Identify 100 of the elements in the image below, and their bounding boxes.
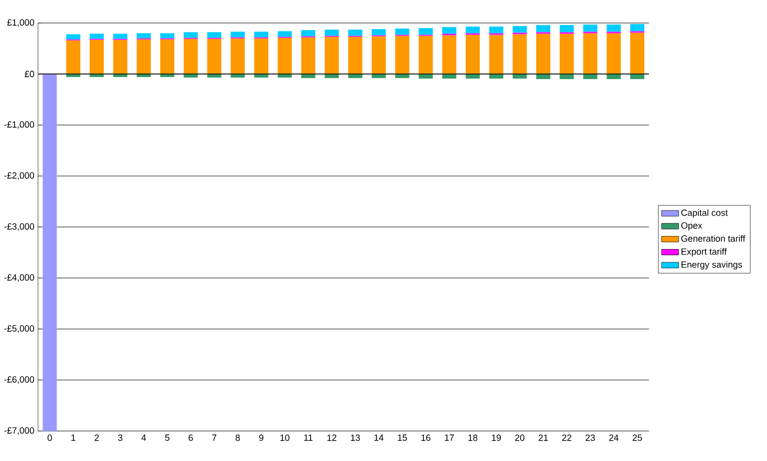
- bar: [536, 74, 550, 80]
- legend-label: Generation tariff: [681, 235, 746, 242]
- bar: [278, 31, 292, 37]
- bar: [442, 35, 456, 74]
- y-tick-label: £0: [24, 70, 34, 78]
- bar: [372, 29, 386, 36]
- x-tick-label: 20: [515, 434, 524, 441]
- x-tick-label: 14: [374, 434, 384, 441]
- bar: [512, 34, 527, 74]
- bar: [324, 36, 339, 74]
- y-tick-label: -£4,000: [4, 274, 34, 282]
- x-tick-label: 9: [259, 434, 264, 441]
- bar: [230, 38, 245, 74]
- bar: [583, 24, 598, 32]
- bar: [418, 28, 433, 35]
- bar: [560, 25, 574, 32]
- x-tick-label: 5: [165, 434, 170, 441]
- bar: [207, 38, 222, 74]
- bar: [230, 32, 245, 38]
- y-tick-label: £1,000: [7, 19, 34, 27]
- bar: [207, 32, 222, 38]
- x-tick-label: 16: [421, 434, 430, 441]
- bar: [560, 74, 574, 80]
- x-tick-label: 12: [327, 434, 336, 441]
- legend-label: Capital cost: [681, 209, 728, 218]
- bar: [630, 74, 644, 80]
- x-tick-label: 18: [468, 434, 478, 441]
- x-tick-label: 4: [141, 434, 146, 441]
- bar: [136, 39, 151, 74]
- bar: [536, 25, 550, 32]
- x-tick-label: 3: [118, 434, 122, 441]
- bar: [395, 28, 410, 35]
- x-tick-label: 17: [444, 434, 454, 441]
- bar: [301, 30, 316, 36]
- bar: [512, 74, 527, 79]
- bar: [512, 26, 527, 33]
- y-tick-label: -£7,000: [4, 427, 34, 435]
- x-tick-label: 1: [71, 434, 76, 441]
- bar: [442, 74, 456, 79]
- x-tick-label: 10: [280, 434, 290, 441]
- bar: [395, 36, 410, 74]
- bar: [583, 33, 598, 74]
- bar: [489, 26, 504, 34]
- x-tick-label: 22: [562, 434, 572, 441]
- x-tick-label: 2: [94, 434, 99, 441]
- bar: [560, 34, 574, 74]
- x-tick-label: 15: [398, 434, 407, 441]
- bar: [489, 74, 504, 79]
- y-tick-label: -£1,000: [4, 121, 34, 129]
- bar: [489, 34, 504, 74]
- bar: [254, 38, 268, 74]
- bar: [90, 34, 104, 39]
- bar: [184, 32, 198, 38]
- bar: [184, 38, 198, 74]
- bar: [536, 34, 550, 74]
- bar: [442, 27, 456, 34]
- x-tick-label: 19: [492, 434, 501, 441]
- x-tick-label: 25: [632, 434, 642, 441]
- bar: [254, 32, 268, 38]
- bar: [630, 32, 644, 74]
- bar: [606, 74, 621, 80]
- y-tick-label: -£6,000: [4, 376, 34, 384]
- bar: [372, 36, 386, 74]
- bar: [90, 40, 104, 74]
- x-tick-label: 23: [586, 434, 595, 441]
- bar: [466, 26, 480, 34]
- x-tick-label: 13: [350, 434, 360, 441]
- bar: [606, 33, 621, 74]
- bar: [324, 30, 339, 36]
- bar: [66, 34, 80, 40]
- legend-label: Opex: [681, 222, 702, 230]
- y-tick-label: -£2,000: [4, 172, 34, 180]
- bar: [160, 33, 174, 38]
- bar: [606, 24, 621, 32]
- bar: [42, 74, 57, 431]
- bar: [466, 34, 480, 74]
- bar: [113, 40, 128, 74]
- bar: [418, 74, 433, 79]
- bar: [136, 33, 151, 38]
- bar: [278, 38, 292, 74]
- x-tick-label: 24: [609, 434, 618, 441]
- bar: [630, 24, 644, 32]
- x-tick-label: 0: [48, 434, 52, 441]
- bar: [301, 37, 316, 74]
- x-tick-label: 21: [538, 434, 548, 441]
- bar: [466, 74, 480, 79]
- legend-label: Export tariff: [682, 248, 727, 257]
- x-tick-label: 6: [188, 434, 193, 441]
- bar: [66, 40, 80, 74]
- bar: [583, 74, 598, 80]
- bar: [348, 30, 362, 36]
- bar: [418, 36, 433, 74]
- y-tick-label: -£5,000: [4, 325, 34, 333]
- x-tick-label: 8: [236, 434, 240, 441]
- bar: [160, 39, 174, 74]
- bar: [113, 34, 128, 39]
- x-tick-label: 11: [304, 434, 312, 441]
- legend-label: Energy savings: [682, 261, 742, 270]
- y-tick-label: -£3,000: [4, 223, 34, 231]
- bar: [348, 36, 362, 74]
